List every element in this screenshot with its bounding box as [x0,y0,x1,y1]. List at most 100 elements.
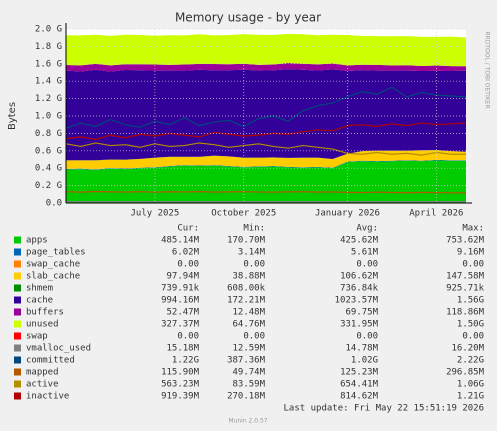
legend-stat: 12.48M [232,308,265,318]
legend-swatch [14,272,21,280]
legend-stat: 15.18M [166,344,199,354]
legend-stat: 2.22G [457,356,484,366]
legend-swatch [14,368,21,376]
legend-stat: 654.41M [340,380,379,390]
area [66,69,466,161]
legend-stat: 1.56G [457,296,484,306]
legend-stat: 1.21G [457,392,484,402]
legend-stat: 485.14M [161,236,200,246]
legend-header: Avg: [356,224,378,234]
legend-stat: 331.95M [340,320,379,330]
legend-stat: 106.62M [340,272,379,282]
legend-stat: 147.58M [446,272,485,282]
legend-swatch [14,380,21,388]
legend-stat: 1.22G [172,356,199,366]
y-tick-label: 1.8 G [35,42,62,52]
legend-label: inactive [26,392,69,402]
legend-stat: 118.86M [446,308,485,318]
legend-stat: 1023.57M [335,296,379,306]
x-tick-label: April 2026 [409,209,463,219]
legend-label: shmem [26,284,53,294]
legend-swatch [14,332,21,340]
legend-stat: 9.16M [457,248,485,258]
legend-stat: 387.36M [227,356,266,366]
legend-label: apps [26,236,48,246]
y-axis-label: Bytes [7,102,18,130]
legend-stat: 425.62M [340,236,379,246]
legend-stat: 172.21M [227,296,266,306]
legend-stat: 5.61M [351,248,379,258]
line [65,122,467,141]
y-tick-label: 0.8 G [35,129,62,139]
legend-stat: 83.59M [232,380,265,390]
legend-stat: 12.59M [232,344,265,354]
watermark: RRDTOOL / TOBI OETIKER [484,31,491,108]
legend-stat: 1.02G [351,356,378,366]
legend-swatch [14,356,21,364]
legend-stat: 0.00 [177,260,199,270]
legend-header: Cur: [177,224,199,234]
line [65,190,467,194]
legend-stat: 270.18M [227,392,266,402]
legend-stat: 52.47M [166,308,199,318]
legend-label: unused [26,320,59,330]
legend-stat: 736.84k [340,284,379,294]
legend-swatch [14,284,21,292]
legend-label: swap [26,332,48,342]
y-tick-label: 1.0 G [35,112,62,122]
legend-swatch [14,344,21,352]
legend-swatch [14,248,21,256]
legend-stat: 814.62M [340,392,379,402]
y-tick-label: 0.2 G [35,181,62,191]
legend-stat: 994.16M [161,296,200,306]
x-tick-label: July 2025 [130,209,179,219]
legend-label: slab_cache [26,272,80,282]
legend-label: page_tables [26,248,86,258]
legend-stat: 69.75M [345,308,378,318]
legend-stat: 6.02M [172,248,200,258]
y-tick-label: 1.4 G [35,77,62,87]
legend-stat: 0.00 [243,260,265,270]
legend-stat: 16.20M [451,344,484,354]
y-tick-label: 1.6 G [35,59,62,69]
legend-swatch [14,236,21,244]
legend-stat: 38.88M [232,272,265,282]
legend-swatch [14,320,21,328]
legend-stat: 919.39M [161,392,200,402]
legend-stat: 739.91k [161,284,200,294]
legend-header: Min: [243,224,265,234]
area [66,62,466,72]
legend-stat: 115.90M [161,368,200,378]
legend-stat: 64.76M [232,320,265,330]
area [66,159,466,170]
y-tick-label: 0.0 [46,199,62,209]
legend-swatch [14,260,21,268]
legend-stat: 0.00 [177,332,199,342]
legend-stat: 97.94M [166,272,199,282]
last-update: Last update: Fri May 22 15:51:19 2026 [284,404,484,414]
y-tick-label: 0.4 G [35,164,62,174]
legend-label: cache [26,296,53,306]
legend-label: vmalloc_used [26,344,91,354]
legend-swatch [14,308,21,316]
legend-stat: 296.85M [446,368,485,378]
legend-stat: 327.37M [161,320,200,330]
legend-stat: 14.78M [345,344,378,354]
footer: Munin 2.0.57 [228,418,267,425]
legend-label: active [26,380,59,390]
line [65,142,466,156]
legend-stat: 0.00 [243,332,265,342]
legend-label: swap_cache [26,260,80,270]
y-tick-label: 2.0 G [35,25,62,35]
y-tick-label: 1.2 G [35,94,62,104]
legend-label: buffers [26,308,64,318]
chart-title: Memory usage - by year [175,11,321,25]
legend-stat: 563.23M [161,380,200,390]
legend-label: committed [26,356,75,366]
x-tick-label: October 2025 [211,209,276,219]
legend-swatch [14,296,21,304]
x-tick-label: January 2026 [315,209,380,219]
legend-stat: 125.23M [340,368,379,378]
legend-stat: 170.70M [227,236,266,246]
